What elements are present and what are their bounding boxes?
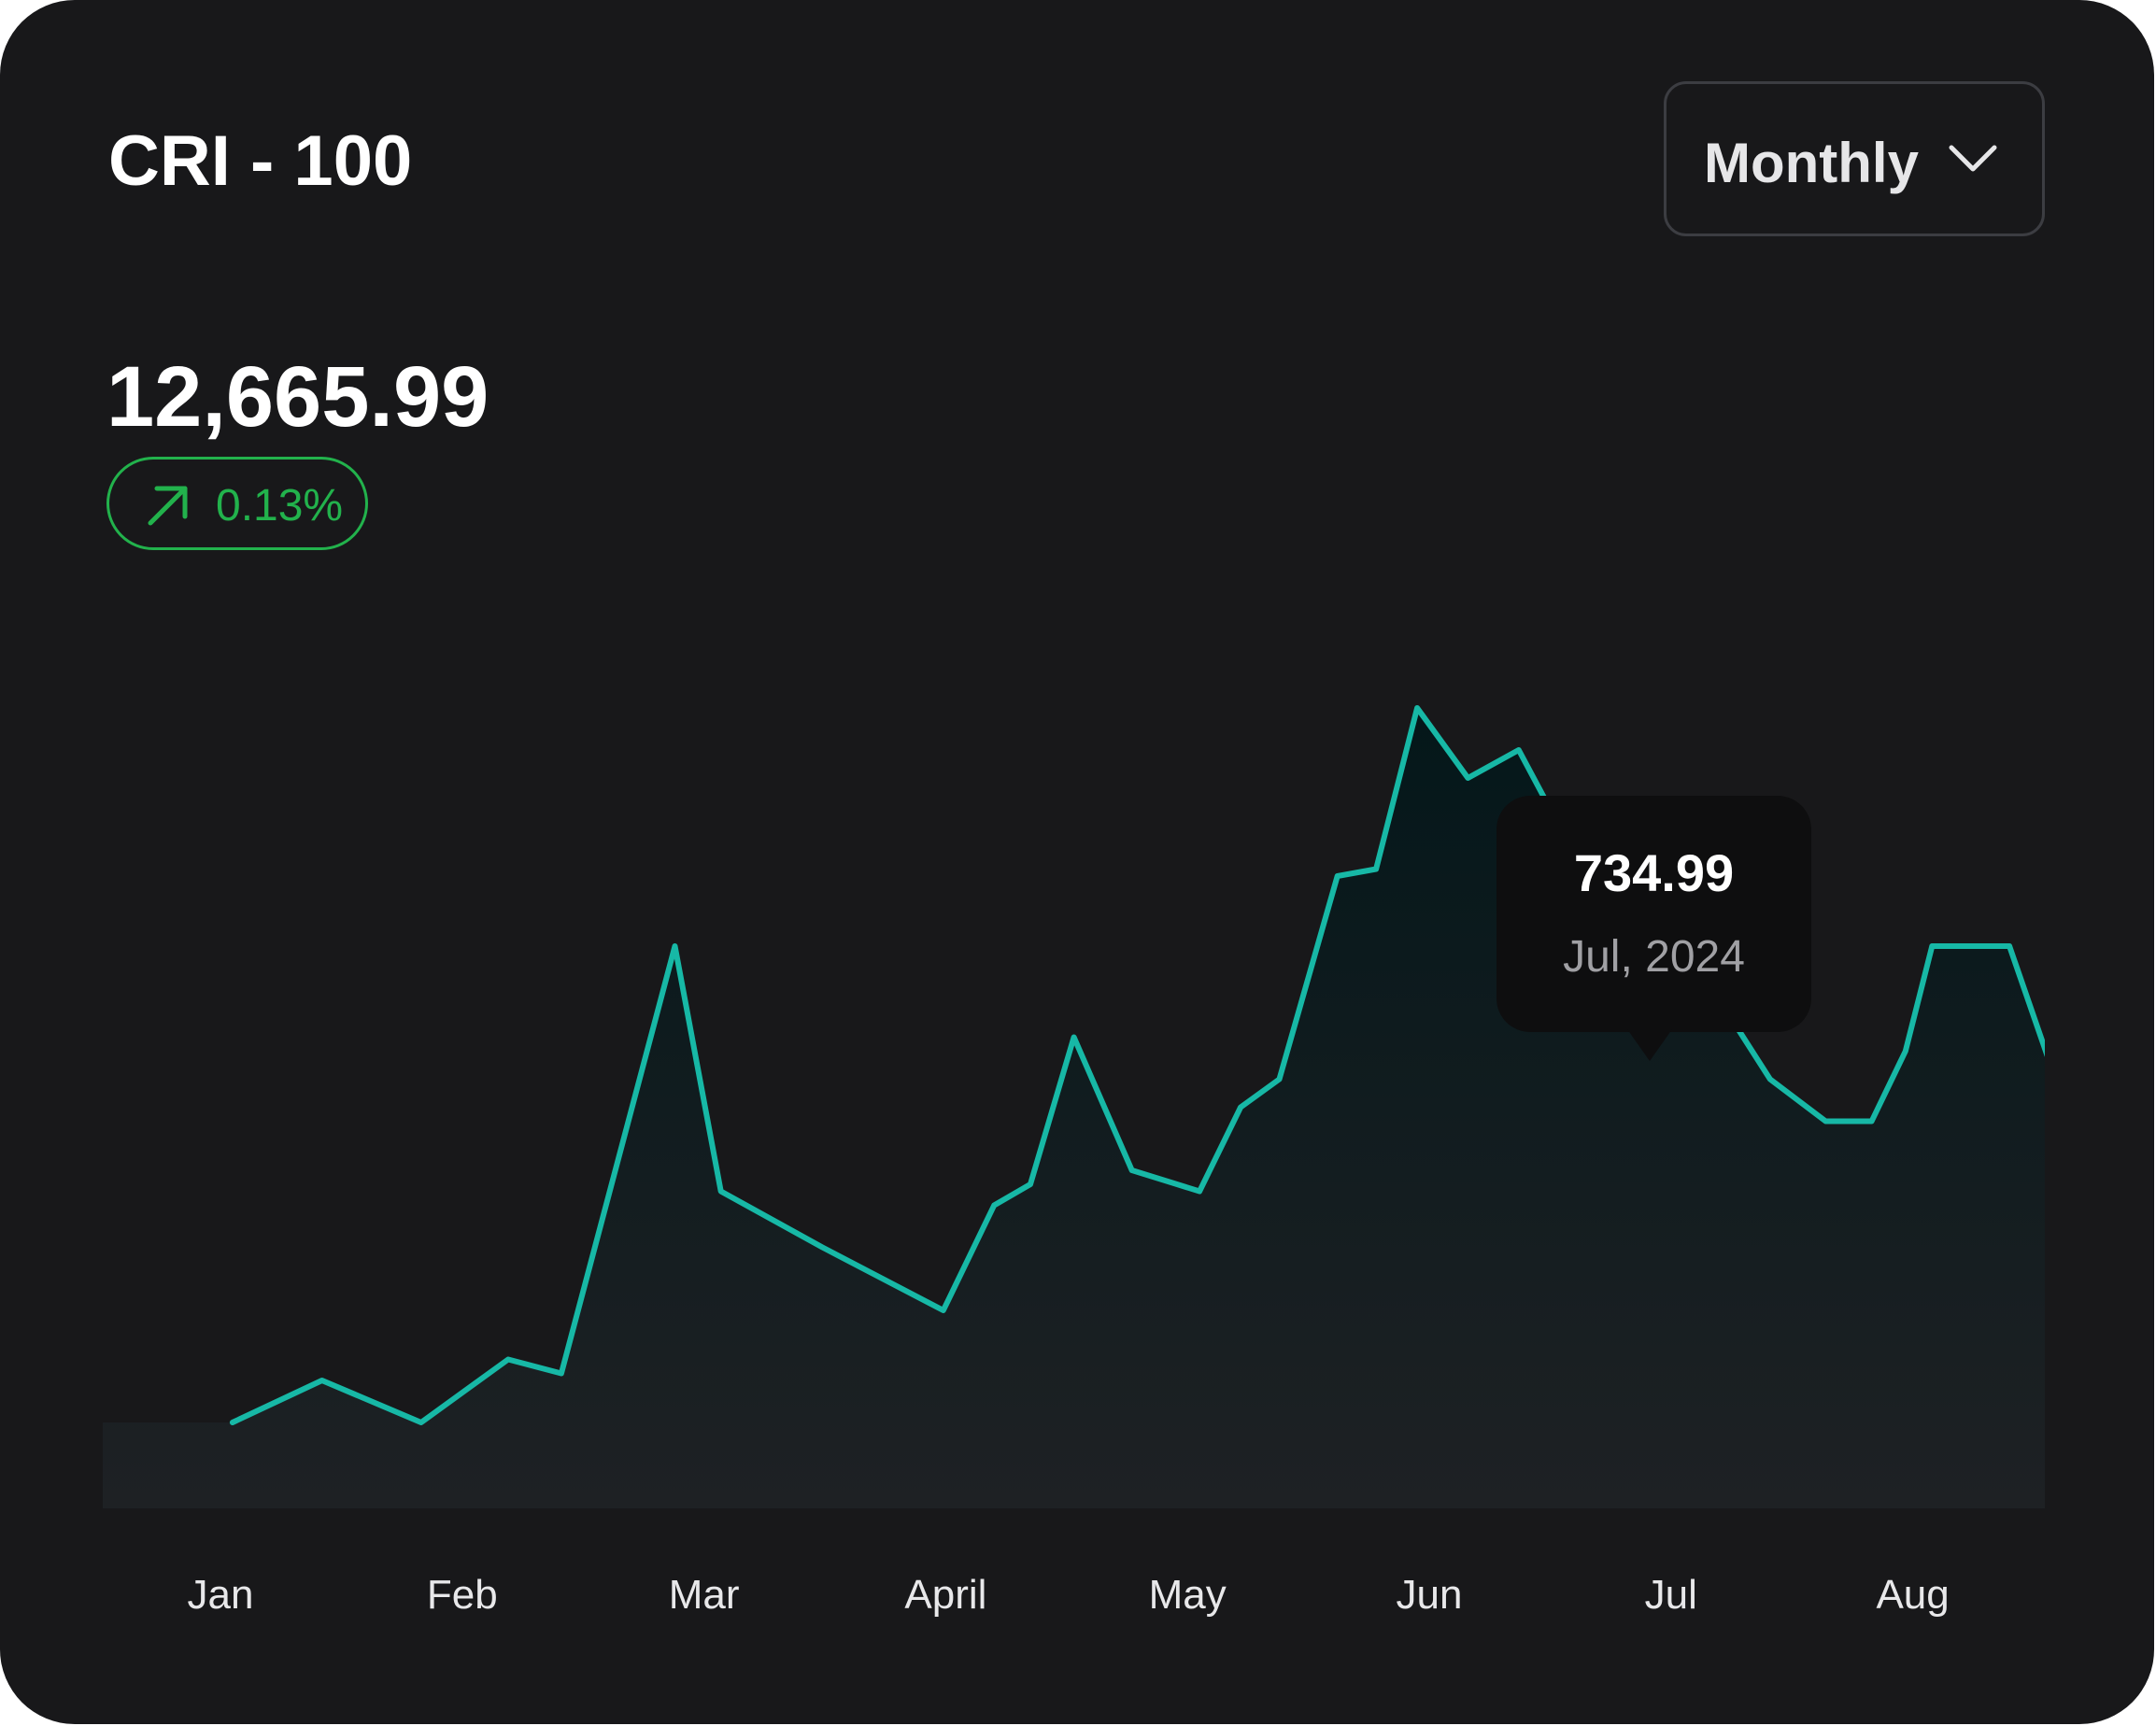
x-tick-label-jun: Jun xyxy=(1397,1572,1463,1618)
x-tick-label-mar: Mar xyxy=(669,1572,740,1618)
tooltip-pointer xyxy=(1627,1029,1672,1061)
arrow-up-right-icon xyxy=(148,486,188,526)
tooltip-value: 734.99 xyxy=(1573,843,1735,902)
x-tick-label-april: April xyxy=(904,1572,986,1618)
x-tick-label-jan: Jan xyxy=(188,1572,254,1618)
x-tick-label-may: May xyxy=(1149,1572,1227,1618)
change-percent: 0.13% xyxy=(216,481,344,531)
change-badge: 0.13% xyxy=(106,457,368,550)
x-tick-label-jul: Jul xyxy=(1645,1572,1697,1618)
chart-tooltip: 734.99 Jul, 2024 xyxy=(1496,796,1811,1061)
current-value: 12,665.99 xyxy=(106,349,489,445)
x-tick-label-feb: Feb xyxy=(427,1572,498,1618)
page-title: CRI - 100 xyxy=(108,121,413,201)
data-point-30[interactable] xyxy=(2058,1091,2064,1096)
data-point-31[interactable] xyxy=(2101,1091,2106,1096)
series-line xyxy=(229,705,2045,1425)
area-fill xyxy=(103,708,2045,1508)
chevron-down-icon xyxy=(1949,145,1997,172)
period-dropdown[interactable]: Monthly xyxy=(1664,81,2045,236)
x-tick-label-aug: Aug xyxy=(1876,1572,1949,1618)
period-dropdown-label: Monthly xyxy=(1704,132,1919,194)
tooltip-date: Jul, 2024 xyxy=(1563,932,1745,982)
